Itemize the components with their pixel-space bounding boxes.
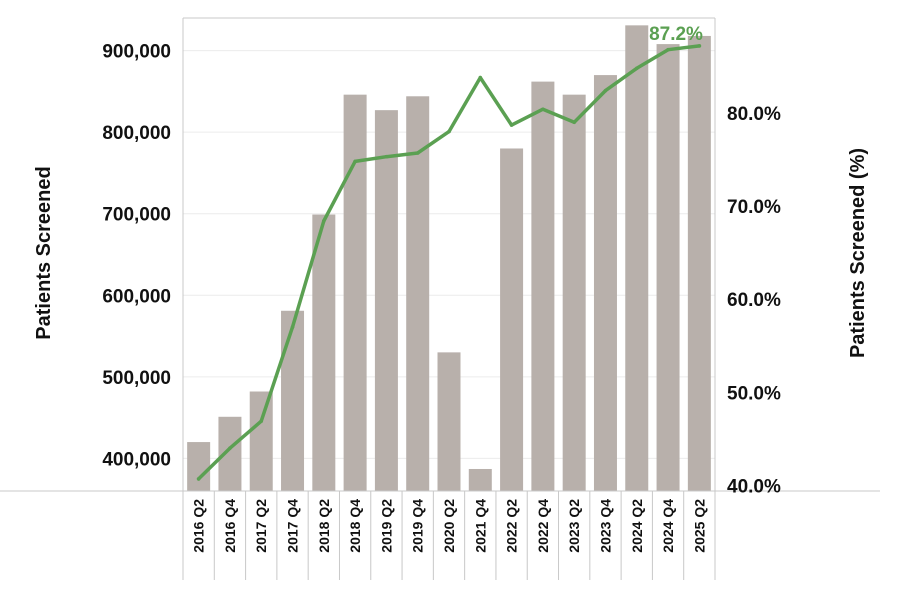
x-tick-label: 2025 Q2 <box>691 499 707 553</box>
bar-2022-q4 <box>531 81 555 491</box>
percentage-point <box>572 120 576 125</box>
axes <box>0 17 880 580</box>
x-tick-label: 2017 Q4 <box>285 499 301 553</box>
percentage-point <box>603 88 608 93</box>
x-tick-label: 2021 Q4 <box>472 499 488 553</box>
bar-2018-q4 <box>343 94 367 491</box>
bar-2022-q2 <box>500 148 524 491</box>
x-tick-label: 2018 Q4 <box>347 499 363 553</box>
bar-2016-q2 <box>187 442 211 491</box>
percentage-point <box>259 419 264 423</box>
right-tick-label: 70.0% <box>727 197 781 218</box>
x-tick-label: 2024 Q2 <box>629 499 645 553</box>
tick-labels: 400,000 500,000 600,000 700,000 800,000 900,0… <box>102 42 781 553</box>
left-tick-label: 600,000 <box>102 286 171 307</box>
left-tick-label: 700,000 <box>102 205 171 226</box>
bar-2017-q4 <box>281 310 305 491</box>
percentage-point <box>697 44 702 48</box>
bar-2023-q4 <box>593 75 617 491</box>
bar-2017-q2 <box>249 391 273 491</box>
x-tick-label: 2022 Q4 <box>535 499 551 553</box>
right-tick-label: 40.0% <box>727 476 781 497</box>
x-tick-label: 2018 Q2 <box>316 499 332 553</box>
left-tick-label: 900,000 <box>102 42 171 63</box>
x-tick-label: 2016 Q2 <box>191 499 207 553</box>
percentage-point <box>322 219 326 223</box>
percentage-point <box>415 151 420 155</box>
bar-2019-q4 <box>406 96 430 491</box>
percentage-point <box>509 123 514 127</box>
bar-2025-q2 <box>687 35 711 492</box>
percentage-point <box>541 107 545 112</box>
bar-2024-q4 <box>656 44 680 491</box>
bar-2018-q2 <box>312 214 336 491</box>
percentage-point <box>353 159 357 164</box>
left-axis-title: Patients Screened <box>33 166 55 339</box>
percentage-line-layer <box>196 44 702 481</box>
bars <box>187 25 711 492</box>
percentage-point <box>634 66 639 71</box>
x-tick-label: 2016 Q4 <box>222 499 238 553</box>
right-tick-label: 60.0% <box>727 290 781 311</box>
bar-2016-q4 <box>218 416 242 491</box>
left-tick-label: 500,000 <box>102 368 171 389</box>
bar-2020-q2 <box>437 352 461 491</box>
bar-2024-q2 <box>625 25 649 491</box>
x-tick-label: 2022 Q2 <box>504 499 520 553</box>
left-tick-label: 800,000 <box>102 123 171 144</box>
percentage-point <box>196 477 201 481</box>
percentage-point <box>666 47 670 52</box>
x-tick-label: 2024 Q4 <box>660 499 676 553</box>
percentage-point <box>228 446 232 450</box>
percentage-point <box>384 154 389 159</box>
bar-2023-q2 <box>562 94 586 491</box>
peak-percentage-label: 87.2% <box>649 24 703 45</box>
x-tick-label: 2019 Q2 <box>378 499 394 553</box>
percentage-point <box>447 129 451 134</box>
right-tick-label: 50.0% <box>727 383 781 404</box>
percentage-point <box>478 75 483 80</box>
left-tick-label: 400,000 <box>102 449 171 470</box>
bar-2021-q4 <box>468 468 492 491</box>
bar-2019-q2 <box>374 110 398 492</box>
x-tick-label: 2017 Q2 <box>253 499 269 553</box>
x-tick-label: 2019 Q4 <box>410 499 426 553</box>
right-axis-title: Patients Screened (%) <box>847 148 869 358</box>
right-tick-label: 80.0% <box>727 104 781 125</box>
x-tick-label: 2023 Q2 <box>566 499 582 553</box>
x-tick-label: 2020 Q2 <box>441 499 457 553</box>
x-tick-label: 2023 Q4 <box>597 499 613 553</box>
percentage-point <box>290 325 295 329</box>
